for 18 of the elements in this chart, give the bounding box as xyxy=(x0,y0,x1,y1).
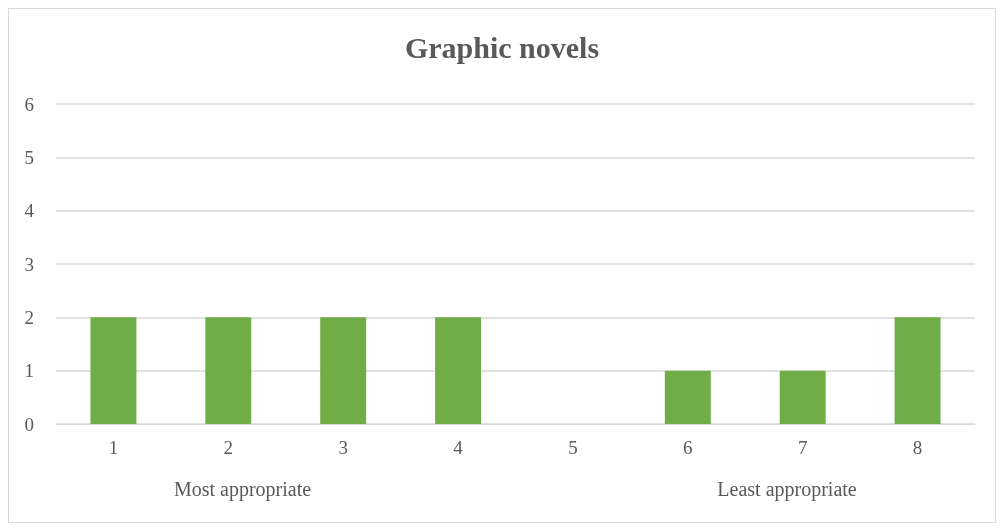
y-tick-label: 3 xyxy=(24,253,34,275)
y-tick-label: 1 xyxy=(24,360,34,382)
text: Most appropriate xyxy=(173,478,312,501)
x-tick-label: 1 xyxy=(108,437,119,458)
x-tick-label: 3 xyxy=(338,437,348,458)
x-tick-label: 7 xyxy=(797,437,808,458)
x-tick-label: 2 xyxy=(223,437,234,458)
text: Least appropriate xyxy=(717,478,857,501)
x-tick-label: 5 xyxy=(568,437,578,458)
y-tick-label: 4 xyxy=(24,200,35,222)
x-tick-label: 4 xyxy=(453,437,464,458)
x-tick-label: 8 xyxy=(912,437,923,458)
y-tick-label: 6 xyxy=(24,93,34,115)
chart-title: Graphic novels xyxy=(404,30,600,64)
x-tick-label: 6 xyxy=(683,437,693,458)
y-tick-label: 0 xyxy=(24,413,34,435)
y-tick-label: 2 xyxy=(24,306,34,328)
y-tick-label: 5 xyxy=(24,146,34,168)
